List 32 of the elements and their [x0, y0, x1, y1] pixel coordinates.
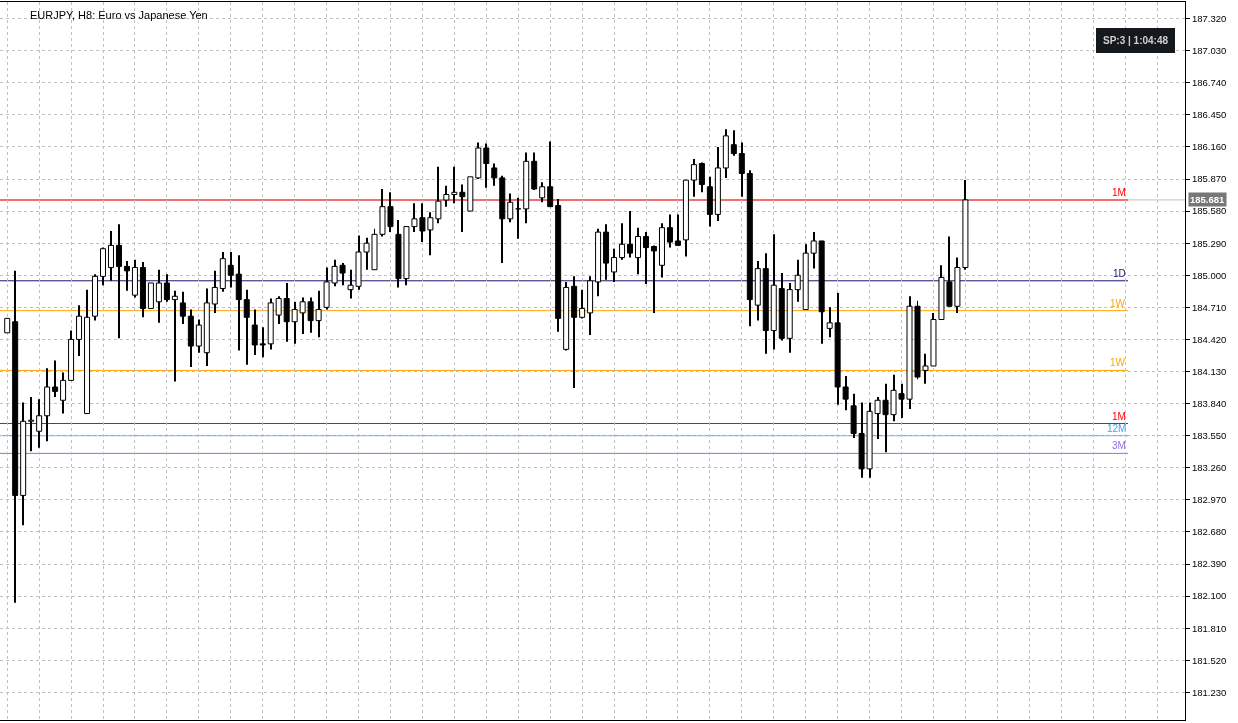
y-tick-label: 182.970 [1191, 494, 1227, 506]
ref-line-label: 3M [1112, 440, 1126, 451]
y-tick-label: 185.681 [1190, 194, 1226, 205]
y-tick-label: 187.030 [1191, 45, 1227, 57]
y-tick-label: 185.290 [1191, 237, 1227, 249]
y-tick-label: 187.320 [1191, 12, 1227, 24]
y-tick-label: 185.580 [1191, 205, 1227, 217]
y-tick-label: 186.450 [1191, 109, 1227, 121]
y-tick-label: 181.230 [1191, 686, 1227, 698]
y-tick-label: 181.520 [1191, 654, 1227, 666]
y-tick-label: 182.100 [1191, 590, 1227, 602]
ref-line-label: 1W [1110, 357, 1126, 368]
y-tick-label: 186.160 [1191, 141, 1227, 153]
y-tick-label: 184.420 [1191, 333, 1227, 345]
annotation: SP:3 | 1:04:48 [1103, 35, 1169, 46]
y-tick-label: 183.550 [1191, 430, 1227, 442]
y-tick-label: 183.260 [1191, 462, 1227, 474]
ref-line-label: 1M [1112, 187, 1126, 198]
y-tick-label: 183.840 [1191, 397, 1227, 409]
text: EURJPY, H8: Euro vs Japanese Yen [30, 8, 208, 21]
y-tick-label: 182.680 [1191, 526, 1227, 538]
y-tick-label: 184.130 [1191, 365, 1227, 377]
y-tick-label: 184.710 [1191, 301, 1227, 313]
y-tick-label: 186.740 [1191, 77, 1227, 89]
y-tick-label: 185.000 [1191, 269, 1227, 281]
y-tick-label: 181.810 [1191, 622, 1227, 634]
ref-line-label: 1D [1113, 268, 1126, 279]
ref-line-label: 1W [1110, 298, 1126, 309]
ref-line-label: 12M [1107, 423, 1127, 434]
y-tick-label: 185.870 [1191, 173, 1227, 185]
ref-line-label: 1M [1112, 411, 1126, 422]
y-tick-label: 182.390 [1191, 558, 1227, 570]
